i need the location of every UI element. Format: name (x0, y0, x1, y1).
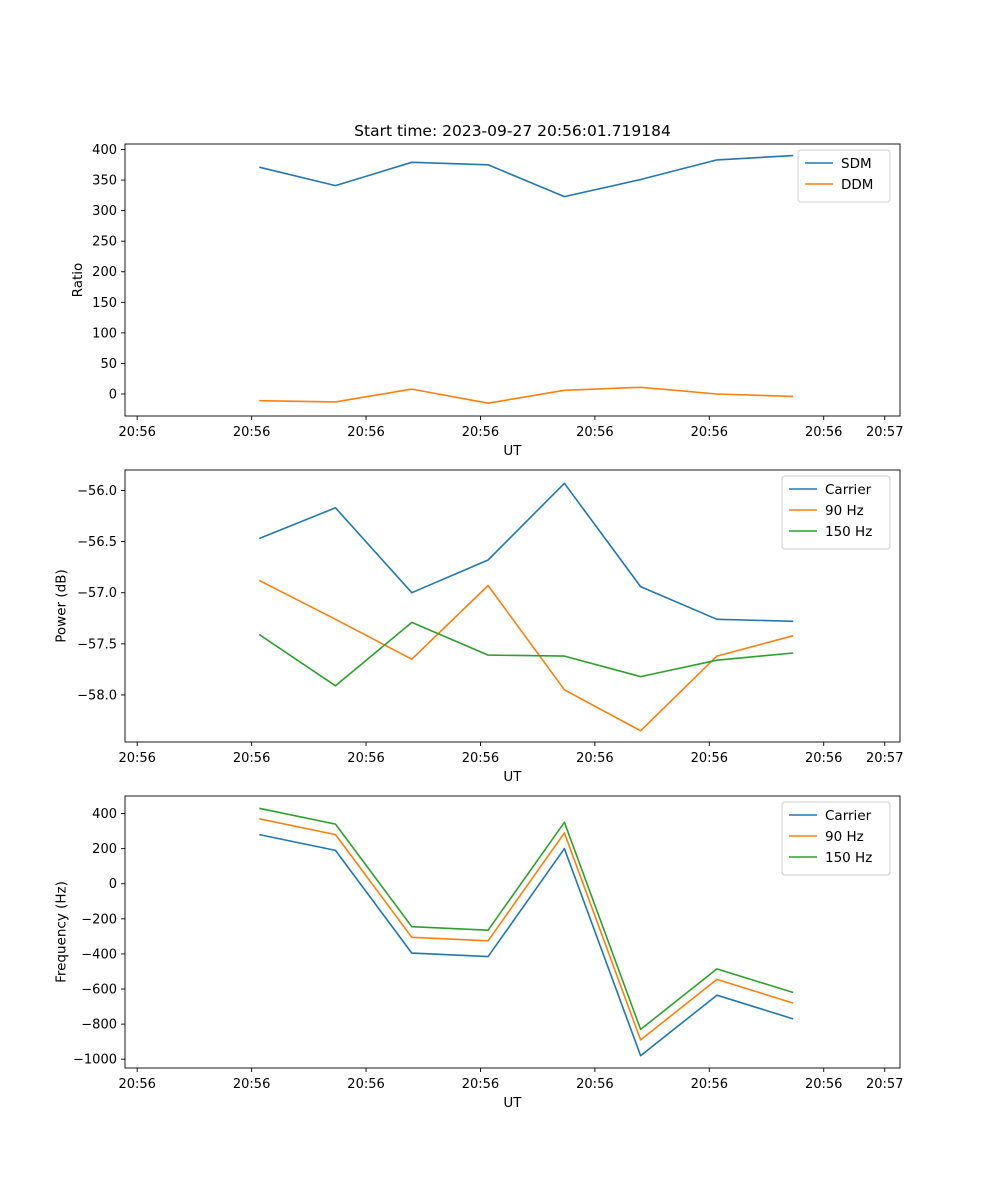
series-line-ddm (259, 386, 794, 405)
x-tick-label: 20:56 (805, 751, 842, 766)
x-tick-label: 20:56 (576, 751, 613, 766)
x-tick-label: 20:56 (233, 751, 270, 766)
y-tick-label: −58.0 (77, 688, 117, 703)
legend-label: 150 Hz (825, 524, 872, 540)
y-tick-label: −57.0 (77, 586, 117, 601)
y-axis-label: Frequency (Hz) (54, 881, 70, 983)
x-tick-label: 20:56 (691, 751, 728, 766)
x-tick-label: 20:56 (691, 1077, 728, 1092)
legend-label: 90 Hz (825, 503, 864, 519)
x-tick-label: 20:56 (805, 1077, 842, 1092)
legend-label: Carrier (825, 482, 872, 498)
series-line-90-hz (258, 579, 794, 732)
y-axis-label: Ratio (70, 263, 86, 298)
x-axis-label: UT (503, 443, 522, 459)
chart-title: Start time: 2023-09-27 20:56:01.719184 (354, 122, 671, 140)
series-line-90-hz (259, 818, 794, 1041)
x-tick-label: 20:56 (462, 425, 499, 440)
series-line-carrier (259, 833, 794, 1057)
x-tick-label: 20:56 (805, 425, 842, 440)
y-tick-label: −56.0 (77, 484, 117, 499)
y-tick-label: 400 (92, 143, 117, 158)
x-tick-label: 20:56 (118, 425, 155, 440)
y-tick-label: 350 (92, 174, 117, 189)
axes-frame (124, 795, 901, 1069)
legend-label: 90 Hz (825, 829, 864, 845)
y-tick-label: 100 (92, 326, 117, 341)
axes-frame (124, 469, 901, 743)
x-tick-label: 20:56 (462, 1077, 499, 1092)
x-tick-label: 20:56 (347, 751, 384, 766)
y-tick-label: 400 (92, 807, 117, 822)
x-tick-label: 20:56 (347, 425, 384, 440)
y-tick-label: −1000 (73, 1053, 117, 1068)
y-tick-label: 0 (109, 877, 117, 892)
legend-label: SDM (841, 156, 872, 172)
y-tick-label: −56.5 (77, 535, 117, 550)
y-tick-label: −400 (81, 947, 117, 962)
x-tick-label: 20:56 (233, 1077, 270, 1092)
y-tick-label: −200 (81, 912, 117, 927)
subplot-ratio: 20:56 20:56 20:56 20:56 20:56 20:56 20:56 20:57… (70, 143, 903, 459)
y-tick-label: 200 (92, 265, 117, 280)
y-tick-label: 50 (100, 357, 117, 372)
axes-frame (124, 143, 901, 417)
x-tick-label: 20:56 (576, 425, 613, 440)
legend-label: DDM (841, 177, 873, 193)
x-tick-label: 20:56 (691, 425, 728, 440)
series-line-150-hz (259, 807, 794, 1031)
y-tick-label: 200 (92, 842, 117, 857)
x-axis-label: UT (503, 769, 522, 785)
x-tick-label: 20:57 (866, 1077, 903, 1092)
x-axis-label: UT (503, 1095, 522, 1111)
y-tick-label: 300 (92, 204, 117, 219)
x-tick-label: 20:56 (118, 1077, 155, 1092)
x-tick-label: 20:56 (233, 425, 270, 440)
x-tick-label: 20:57 (866, 425, 903, 440)
y-tick-label: −800 (81, 1018, 117, 1033)
y-tick-label: −57.5 (77, 637, 117, 652)
y-tick-label: 150 (92, 296, 117, 311)
subplot-frequency: 20:56 20:56 20:56 20:56 20:56 20:56 20:56 20:57… (54, 795, 903, 1111)
legend: SDM DDM (797, 149, 891, 203)
x-tick-label: 20:56 (576, 1077, 613, 1092)
legend: Carrier 90 Hz 150 Hz (781, 475, 891, 550)
series-line-carrier (259, 482, 794, 623)
legend: Carrier 90 Hz 150 Hz (781, 801, 891, 876)
y-tick-label: 250 (92, 235, 117, 250)
x-tick-label: 20:56 (118, 751, 155, 766)
x-tick-label: 20:56 (462, 751, 499, 766)
y-tick-label: −600 (81, 983, 117, 998)
y-tick-label: 0 (109, 387, 117, 402)
series-line-150-hz (258, 621, 794, 687)
y-axis-label: Power (dB) (54, 569, 70, 642)
x-tick-label: 20:57 (866, 751, 903, 766)
legend-label: 150 Hz (825, 850, 872, 866)
x-tick-label: 20:56 (347, 1077, 384, 1092)
legend-label: Carrier (825, 808, 872, 824)
subplot-power: 20:56 20:56 20:56 20:56 20:56 20:56 20:56 20:57… (54, 469, 903, 785)
series-line-sdm (259, 154, 794, 198)
